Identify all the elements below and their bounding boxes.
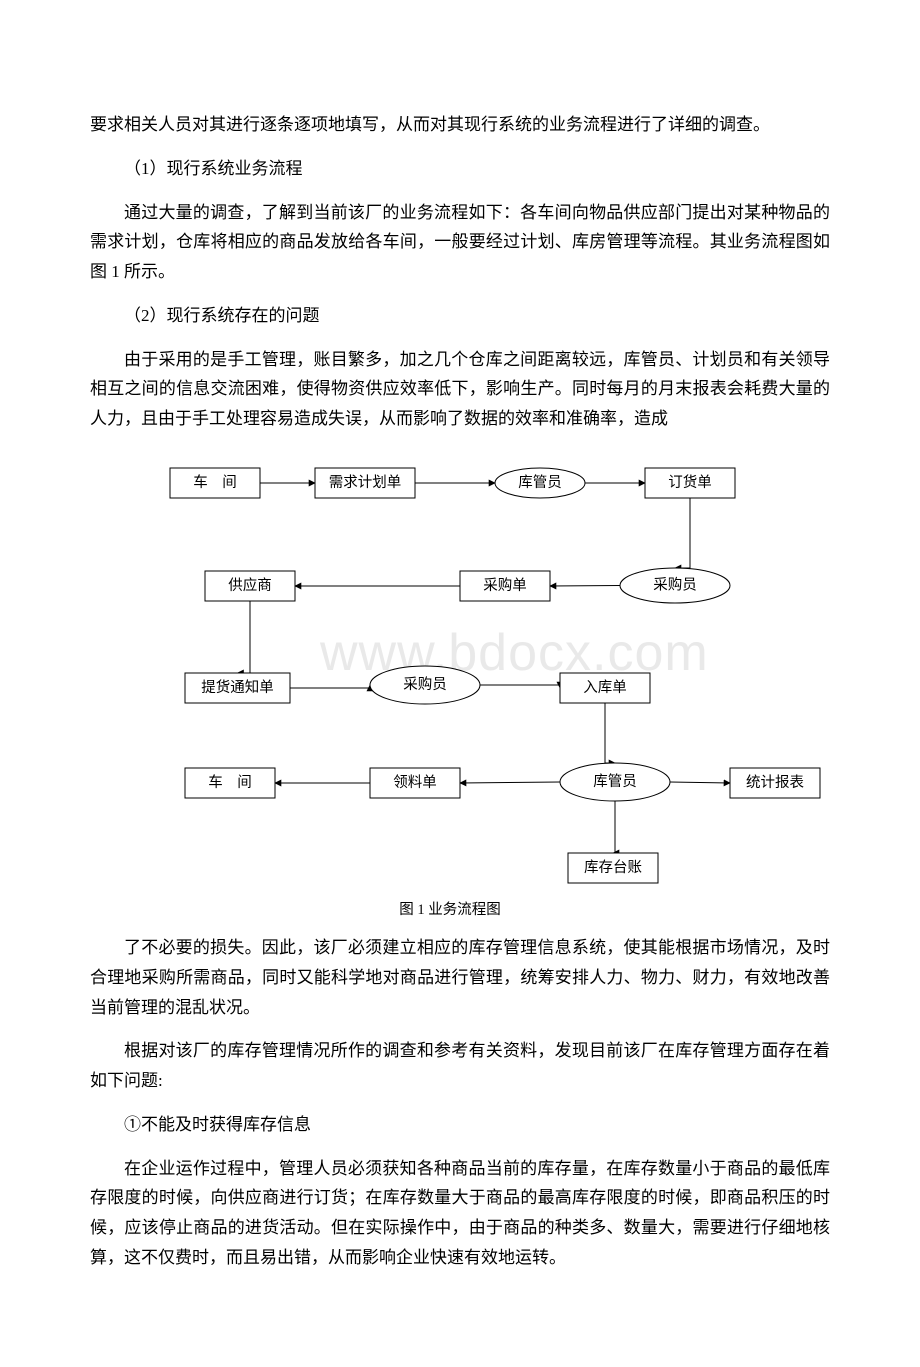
flowchart-svg: 车 间需求计划单库管员订货单采购员采购单供应商提货通知单采购员入库单库管员领料单… — [90, 448, 830, 898]
svg-text:车 间: 车 间 — [208, 774, 252, 791]
section-heading: （1）现行系统业务流程 — [90, 154, 830, 184]
svg-text:领料单: 领料单 — [393, 774, 437, 791]
section-heading: （2）现行系统存在的问题 — [90, 301, 830, 331]
svg-text:提货通知单: 提货通知单 — [201, 679, 274, 696]
svg-text:采购单: 采购单 — [483, 577, 527, 594]
svg-text:库存台账: 库存台账 — [584, 859, 642, 876]
body-paragraph: 由于采用的是手工管理，账目繁多，加之几个仓库之间距离较远，库管员、计划员和有关领… — [90, 345, 830, 434]
svg-text:车 间: 车 间 — [193, 474, 237, 491]
svg-text:统计报表: 统计报表 — [746, 774, 804, 791]
body-paragraph: 了不必要的损失。因此，该厂必须建立相应的库存管理信息系统，使其能根据市场情况，及… — [90, 933, 830, 1022]
section-heading: ①不能及时获得库存信息 — [90, 1110, 830, 1140]
flowchart-figure: www.bdocx.com 车 间需求计划单库管员订货单采购员采购单供应商提货通… — [90, 448, 830, 898]
svg-text:库管员: 库管员 — [518, 474, 562, 491]
svg-text:需求计划单: 需求计划单 — [329, 474, 402, 491]
figure-caption: 图 1 业务流程图 — [350, 898, 550, 923]
svg-text:订货单: 订货单 — [668, 474, 712, 491]
svg-text:采购员: 采购员 — [653, 576, 697, 593]
svg-text:库管员: 库管员 — [593, 773, 637, 790]
body-paragraph: 根据对该厂的库存管理情况所作的调查和参考有关资料，发现目前该厂在库存管理方面存在… — [90, 1036, 830, 1096]
svg-text:供应商: 供应商 — [228, 576, 272, 594]
body-paragraph: 在企业运作过程中，管理人员必须获知各种商品当前的库存量，在库存数量小于商品的最低… — [90, 1154, 830, 1273]
svg-text:入库单: 入库单 — [583, 679, 627, 696]
svg-text:采购员: 采购员 — [403, 676, 447, 693]
body-paragraph: 通过大量的调查，了解到当前该厂的业务流程如下：各车间向物品供应部门提出对某种物品… — [90, 198, 830, 287]
document-page: 要求相关人员对其进行逐条逐项地填写，从而对其现行系统的业务流程进行了详细的调查。… — [0, 0, 920, 1367]
body-paragraph: 要求相关人员对其进行逐条逐项地填写，从而对其现行系统的业务流程进行了详细的调查。 — [90, 110, 830, 140]
